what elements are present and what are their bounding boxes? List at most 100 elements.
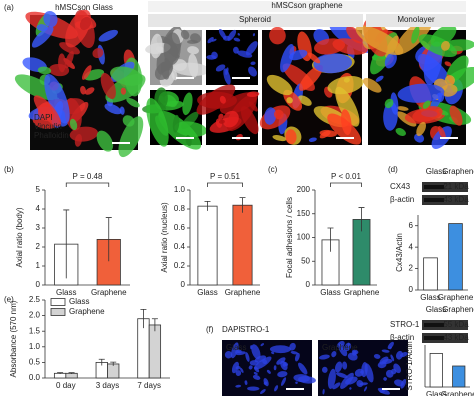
cell: [381, 349, 390, 353]
error-bar: [239, 197, 246, 213]
y-tick-label: 4: [409, 242, 414, 251]
y-tick-label: 2: [36, 242, 41, 251]
cell: [98, 29, 118, 42]
cell: [355, 25, 404, 56]
label: (d): [388, 165, 398, 174]
cell: [289, 342, 296, 351]
blot-band: [422, 182, 468, 192]
error-bar: [327, 227, 334, 252]
cell: [59, 42, 80, 55]
legend-label: Graphene: [69, 307, 105, 316]
cell: [44, 73, 70, 124]
cell: [154, 61, 173, 81]
cell: [335, 86, 360, 127]
bar: [65, 372, 78, 379]
blot-band: [422, 195, 468, 205]
cell: [327, 75, 364, 95]
y-tick-label: 2: [409, 264, 414, 273]
y-axis-label: Absorbance (570 nm): [9, 300, 18, 377]
cell: [437, 126, 446, 139]
cell: [240, 367, 244, 373]
y-tick-label: 3: [36, 223, 41, 232]
cell: [411, 26, 420, 44]
cell: [211, 38, 217, 42]
y-tick-label: 0.2: [174, 261, 186, 270]
cell: [430, 24, 457, 47]
y-tick-label: 1: [36, 261, 41, 270]
y-tick-label: 0: [181, 280, 186, 289]
cell: [248, 101, 258, 112]
cell: [294, 352, 300, 362]
y-axis-label: Cx43/Actin: [395, 233, 404, 272]
y-tick-label: 6: [409, 221, 414, 230]
stain-label: DAPI: [222, 325, 241, 334]
blot-size: 21 kDa: [443, 182, 469, 191]
y-tick-label: 0: [409, 285, 414, 294]
cell: [110, 66, 143, 86]
y-tick-label: 100: [297, 233, 311, 242]
stain-legend: Vinculin: [34, 122, 62, 131]
cell: [244, 380, 248, 385]
cell: [251, 344, 261, 360]
cell: [126, 97, 140, 108]
image-title: Graphene: [322, 343, 358, 352]
cell: [390, 354, 395, 362]
error-bar: [98, 358, 105, 366]
blot-band: [422, 333, 468, 343]
y-tick-label: 1.0: [29, 342, 41, 351]
y-tick-label: 0: [36, 280, 41, 289]
cell: [273, 365, 277, 371]
cell: [399, 352, 408, 358]
cell: [327, 368, 336, 389]
error-bar: [63, 209, 70, 279]
error-bar: [204, 201, 211, 211]
cell: [245, 41, 258, 56]
cell: [92, 48, 104, 59]
cell: [215, 64, 226, 72]
bar: [197, 205, 218, 286]
significance-bracket: [330, 182, 362, 187]
cell: [248, 66, 257, 77]
cell: [271, 351, 275, 355]
cell: [84, 87, 95, 95]
cell: [393, 363, 401, 374]
cell: [397, 83, 445, 103]
cell: [252, 33, 256, 37]
cell: [395, 350, 403, 360]
bar: [448, 223, 463, 291]
x-tick-label: Glass: [426, 390, 446, 396]
cell: [437, 92, 445, 103]
cell: [342, 361, 348, 370]
cell: [313, 53, 353, 74]
cell: [227, 29, 237, 41]
cell: [122, 115, 135, 127]
cell: [344, 342, 352, 351]
cell: [252, 374, 261, 380]
cell: [33, 95, 62, 127]
cell: [373, 353, 381, 359]
p-value: P = 0.48: [73, 172, 103, 181]
cell: [283, 361, 289, 366]
cell: [295, 381, 298, 384]
significance-bracket: [65, 182, 110, 187]
header-box: [148, 1, 466, 12]
bar: [429, 352, 443, 388]
cell: [444, 61, 452, 67]
cell: [171, 69, 178, 81]
x-tick-label: Glass: [420, 293, 440, 302]
image-title: hMSCson graphene: [271, 1, 343, 10]
image-title: Glass: [226, 343, 246, 352]
legend-label: Glass: [69, 297, 89, 306]
cell: [281, 377, 287, 386]
x-tick-label: Glass: [56, 288, 76, 297]
blot-band-light: [424, 323, 444, 327]
cell: [384, 52, 397, 69]
cell: [280, 43, 295, 73]
blot-size: 55 kDa: [443, 320, 469, 329]
y-tick-label: 4: [36, 204, 41, 213]
blot-band: [422, 320, 468, 330]
error-bar: [68, 372, 75, 374]
y-axis-label: Axial ratio (nucleus): [160, 202, 169, 273]
cell: [319, 354, 330, 360]
cell: [269, 26, 286, 45]
